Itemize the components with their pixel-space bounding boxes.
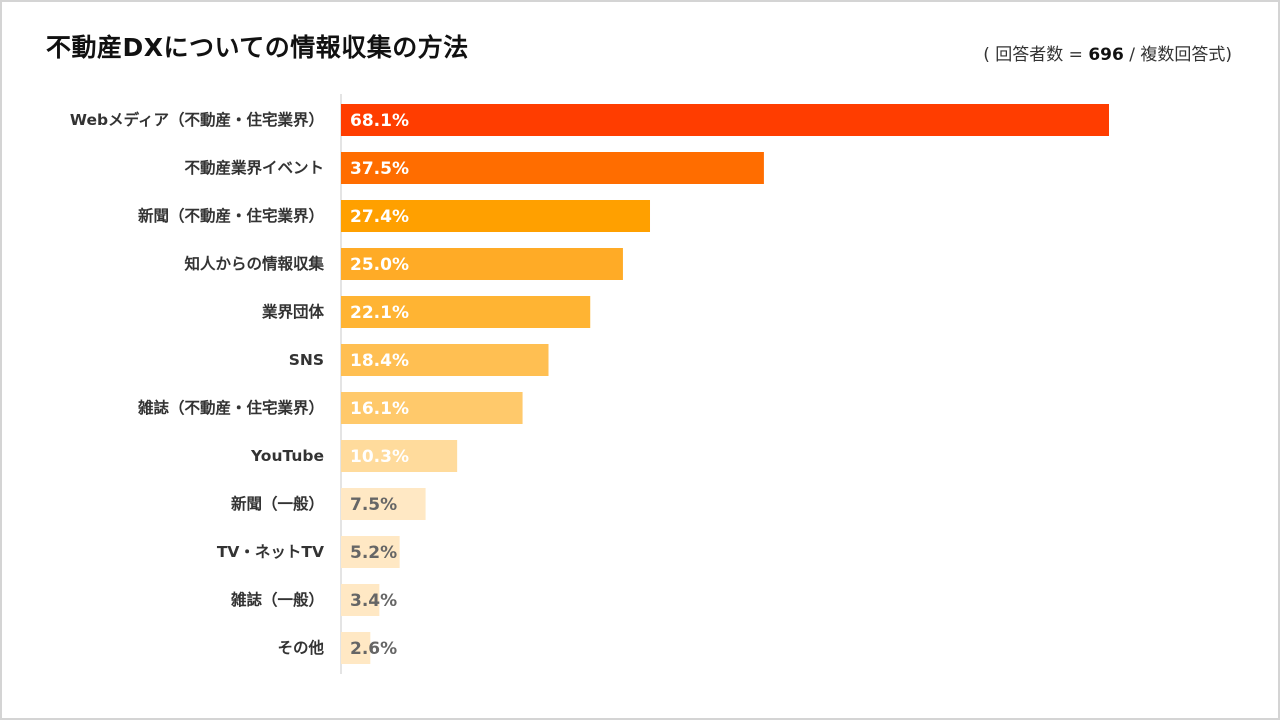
note-prefix: ( 回答者数 = — [983, 45, 1089, 65]
bar-4 — [341, 296, 591, 328]
bar-9 — [341, 536, 400, 568]
category-label-10: 雑誌（一般） — [230, 590, 324, 609]
category-label-5: SNS — [289, 351, 324, 369]
category-label-4: 業界団体 — [261, 302, 325, 321]
value-label-8: 7.5% — [350, 495, 397, 515]
bar-7 — [341, 440, 458, 472]
value-label-10: 3.4% — [350, 591, 397, 611]
bar-2 — [341, 200, 651, 232]
category-label-9: TV・ネットTV — [217, 543, 324, 561]
value-label-1: 37.5% — [350, 159, 409, 179]
value-label-0: 68.1% — [350, 111, 409, 131]
respondent-note: ( 回答者数 = 696 / 複数回答式) — [983, 40, 1232, 65]
value-label-5: 18.4% — [350, 351, 409, 371]
bar-8 — [341, 488, 426, 520]
category-label-8: 新聞（一般） — [231, 494, 324, 513]
value-label-7: 10.3% — [350, 447, 409, 467]
bar-11 — [341, 632, 371, 664]
category-label-6: 雑誌（不動産・住宅業界） — [137, 398, 324, 417]
category-label-7: YouTube — [250, 447, 324, 465]
bar-3 — [341, 248, 623, 280]
bar-0 — [341, 104, 1109, 136]
bar-5 — [341, 344, 549, 376]
value-label-2: 27.4% — [350, 207, 409, 227]
category-label-1: 不動産業界イベント — [184, 158, 324, 177]
respondent-count: 696 — [1088, 45, 1124, 65]
note-suffix: / 複数回答式) — [1123, 45, 1232, 65]
category-label-11: その他 — [277, 638, 324, 657]
category-label-0: Webメディア（不動産・住宅業界） — [70, 110, 324, 129]
value-label-11: 2.6% — [350, 639, 397, 659]
bar-10 — [341, 584, 380, 616]
value-label-3: 25.0% — [350, 255, 409, 275]
value-label-4: 22.1% — [350, 303, 409, 323]
bar-1 — [341, 152, 764, 184]
chart-title: 不動産DXについての情報収集の方法 — [46, 33, 469, 62]
bar-6 — [341, 392, 523, 424]
category-label-3: 知人からの情報収集 — [184, 254, 324, 273]
value-label-6: 16.1% — [350, 399, 409, 419]
value-label-9: 5.2% — [350, 543, 397, 563]
category-label-2: 新聞（不動産・住宅業界） — [138, 206, 324, 225]
